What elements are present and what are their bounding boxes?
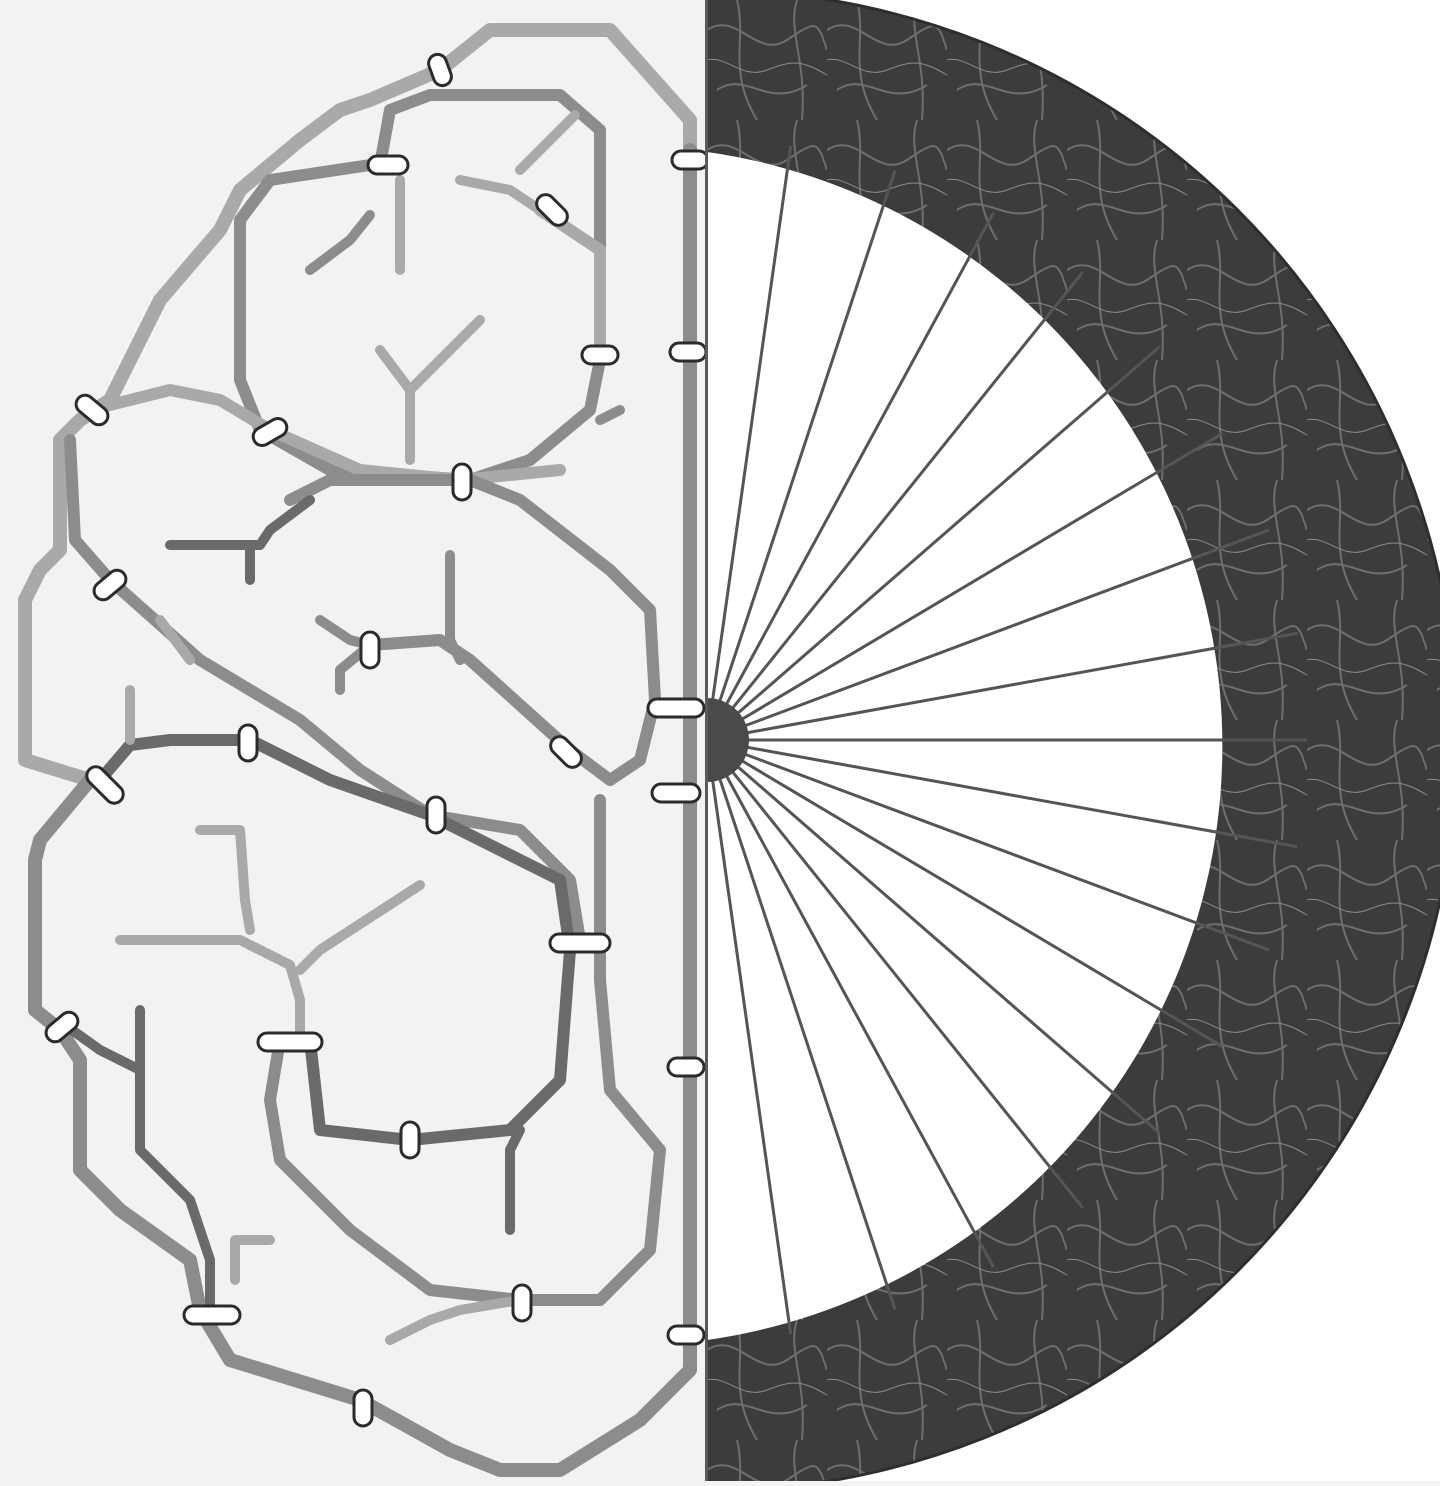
metro-station: [92, 568, 128, 602]
metro-station: [237, 723, 259, 763]
metro-spur-10: [505, 1125, 525, 1235]
metro-track-mid-loop: [284, 474, 661, 786]
metro-station: [256, 1031, 324, 1053]
wheel-spoke: [736, 345, 1161, 715]
wheel-spoke: [724, 774, 995, 1268]
metro-track-bottom-inner: [385, 1295, 525, 1345]
metro-track-outer-top: [18, 23, 697, 787]
bicycle-wheel: [665, 0, 1440, 1486]
metro-station: [425, 795, 447, 835]
metro-station: [535, 193, 569, 227]
wheel-spoke: [740, 759, 1224, 1048]
wheel-spoke: [711, 145, 793, 701]
wheel-spoke: [743, 528, 1270, 728]
metro-station: [44, 1010, 80, 1044]
metro-track-lower-loop: [94, 734, 576, 1146]
metro-spur-5: [455, 175, 545, 215]
metro-station: [251, 417, 289, 447]
brain-metro-panel: [0, 0, 710, 1481]
wheel-panel: [665, 0, 1440, 1486]
metro-spur-1: [305, 210, 375, 275]
metro-track-loop-upper: [234, 89, 606, 486]
metro-track-inner-1: [534, 204, 606, 356]
wheel-spoke: [746, 631, 1298, 735]
metro-spur-12: [595, 405, 625, 425]
metro-station: [359, 630, 381, 670]
wheel-spoke: [736, 765, 1161, 1135]
metro-station: [650, 782, 702, 804]
metro-station: [580, 344, 620, 366]
metro-station: [549, 735, 583, 769]
metro-station: [548, 932, 612, 954]
wheel-rim-ring: [707, 0, 1440, 1486]
metro-station: [399, 1120, 421, 1160]
metro-station: [646, 697, 706, 719]
metro-spur-6: [165, 495, 315, 585]
metro-station: [352, 1388, 374, 1428]
metro-station: [670, 149, 710, 171]
metro-station: [427, 52, 453, 88]
metro-track-bottom-loop: [264, 794, 666, 1306]
wheel-rim: [707, 0, 1440, 1486]
wheel-spoke: [730, 271, 1084, 710]
metro-station: [451, 462, 473, 502]
wheel-spoke: [730, 770, 1084, 1209]
metro-station: [666, 1324, 706, 1346]
metro-station: [666, 1056, 706, 1078]
metro-station: [74, 393, 110, 427]
metro-station: [85, 765, 125, 805]
wheel-spoke: [711, 779, 793, 1335]
wheel-spoke: [746, 745, 1298, 849]
metro-spur-7: [315, 550, 465, 695]
metro-spur-3: [375, 315, 485, 465]
wheel-spoke: [718, 777, 897, 1311]
metro-spur-9: [115, 825, 425, 1045]
wheel-spoke: [740, 432, 1224, 721]
metro-track-outer-bottom: [28, 143, 697, 1477]
wheel-spoke: [718, 169, 897, 703]
metro-spur-4: [515, 110, 580, 175]
metro-station: [366, 154, 410, 176]
metro-tracks: [18, 23, 697, 1477]
wheel-spokes: [711, 145, 1307, 1335]
metro-station: [511, 1283, 533, 1323]
wheel-spoke: [724, 212, 995, 706]
wheel-rim-edge: [778, 0, 1440, 1486]
wheel-spoke: [743, 752, 1270, 952]
metro-station: [668, 341, 708, 363]
metro-track-diagonal-1: [64, 434, 586, 946]
brain-metro-map: [18, 23, 710, 1477]
metro-station: [182, 1304, 242, 1326]
metro-spur-11: [230, 1235, 275, 1285]
metro-spur-13: [155, 615, 195, 665]
split-divider: [705, 0, 708, 1481]
metro-track-lower-left: [60, 1005, 215, 1315]
